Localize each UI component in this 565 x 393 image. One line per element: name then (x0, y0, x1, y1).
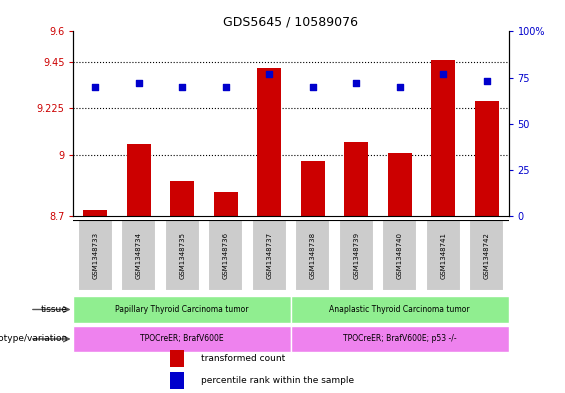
Point (396, 84, 405, 90)
Text: GSM1348740: GSM1348740 (397, 232, 403, 279)
Bar (127, 144, 151, 216)
Text: Anaplastic Thyroid Carcinoma tumor: Anaplastic Thyroid Carcinoma tumor (329, 305, 470, 314)
Bar (301, 161, 325, 216)
Point (177, 84, 186, 90)
Bar (170, 372, 184, 389)
Bar (83, 210, 107, 216)
Text: GSM1348734: GSM1348734 (136, 232, 142, 279)
FancyBboxPatch shape (291, 326, 508, 352)
FancyBboxPatch shape (165, 220, 199, 291)
FancyBboxPatch shape (78, 220, 112, 291)
Text: GSM1348735: GSM1348735 (179, 232, 185, 279)
FancyBboxPatch shape (121, 220, 156, 291)
Point (264, 71, 274, 77)
Bar (257, 68, 281, 216)
Point (221, 84, 231, 90)
Point (90, 84, 100, 90)
FancyBboxPatch shape (291, 296, 508, 323)
Text: TPOCreER; BrafV600E; p53 -/-: TPOCreER; BrafV600E; p53 -/- (343, 334, 457, 343)
Text: genotype/variation: genotype/variation (0, 334, 68, 343)
Point (308, 84, 318, 90)
Point (351, 80, 361, 86)
Title: GDS5645 / 10589076: GDS5645 / 10589076 (224, 16, 358, 29)
Text: tissue: tissue (41, 305, 68, 314)
Bar (170, 350, 184, 367)
Text: GSM1348738: GSM1348738 (310, 232, 316, 279)
Bar (475, 101, 499, 216)
Text: GSM1348741: GSM1348741 (440, 232, 446, 279)
FancyBboxPatch shape (426, 220, 460, 291)
FancyBboxPatch shape (383, 220, 417, 291)
Point (483, 78, 492, 84)
Text: Papillary Thyroid Carcinoma tumor: Papillary Thyroid Carcinoma tumor (115, 305, 249, 314)
FancyBboxPatch shape (73, 326, 291, 352)
Bar (388, 152, 412, 216)
FancyBboxPatch shape (339, 220, 373, 291)
Text: transformed count: transformed count (201, 354, 285, 363)
FancyBboxPatch shape (295, 220, 330, 291)
FancyBboxPatch shape (73, 296, 291, 323)
Text: GSM1348739: GSM1348739 (353, 232, 359, 279)
Point (438, 71, 447, 77)
Point (134, 80, 144, 86)
FancyBboxPatch shape (252, 220, 286, 291)
Bar (170, 181, 194, 216)
Bar (431, 60, 455, 216)
Text: GSM1348736: GSM1348736 (223, 232, 229, 279)
Text: TPOCreER; BrafV600E: TPOCreER; BrafV600E (140, 334, 224, 343)
Bar (344, 142, 368, 216)
Text: GSM1348737: GSM1348737 (266, 232, 272, 279)
FancyBboxPatch shape (470, 220, 504, 291)
FancyBboxPatch shape (208, 220, 243, 291)
Text: percentile rank within the sample: percentile rank within the sample (201, 376, 354, 385)
Text: GSM1348742: GSM1348742 (484, 232, 490, 279)
Bar (214, 191, 238, 216)
Text: GSM1348733: GSM1348733 (92, 232, 98, 279)
